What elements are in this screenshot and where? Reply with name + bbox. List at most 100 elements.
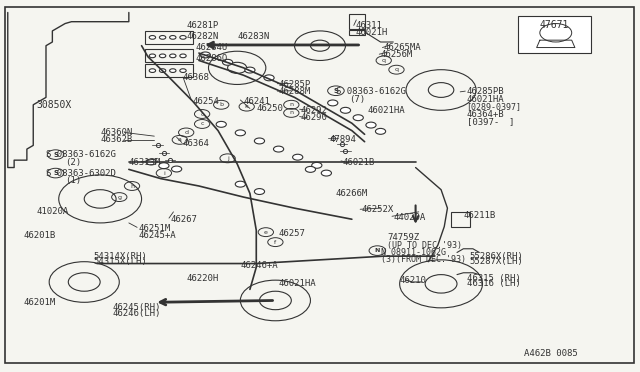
Text: ]: ] [508,117,513,126]
Text: 30850X: 30850X [36,100,72,110]
Text: 46252X: 46252X [362,205,394,215]
Text: 46257: 46257 [278,230,305,238]
Text: 46211B: 46211B [463,211,495,220]
Text: N 08911-1062G: N 08911-1062G [381,248,445,257]
Text: b: b [220,102,223,107]
Circle shape [170,69,176,73]
Circle shape [340,108,351,113]
Text: 46265MA: 46265MA [384,43,421,52]
Text: c: c [200,122,204,126]
Circle shape [273,146,284,152]
Bar [145,31,193,44]
Circle shape [264,75,274,81]
Text: (7): (7) [349,95,365,104]
Circle shape [353,115,364,121]
Text: 46292: 46292 [301,106,328,115]
Bar [451,212,470,227]
Text: j: j [227,156,228,161]
Text: 46316 (LH): 46316 (LH) [467,279,520,288]
Circle shape [216,121,227,127]
Text: f: f [275,240,276,245]
Circle shape [180,36,186,39]
Text: 46311: 46311 [355,21,382,30]
Circle shape [149,54,156,58]
Circle shape [146,159,156,165]
Text: 46313M: 46313M [129,157,161,167]
Circle shape [305,166,316,172]
Text: 46251M: 46251M [138,224,171,233]
Bar [349,14,365,29]
Text: 46288M: 46288M [278,87,311,96]
Circle shape [170,54,176,58]
Circle shape [200,52,211,58]
Circle shape [328,100,338,106]
Text: 46266M: 46266M [336,189,368,198]
Text: (3)(FROM DEC.'93): (3)(FROM DEC.'93) [381,255,465,264]
Circle shape [292,154,303,160]
Text: 46220H: 46220H [186,274,218,283]
Text: 46021HA: 46021HA [467,95,504,104]
Text: a: a [178,137,182,142]
Text: 46246+A: 46246+A [241,261,278,270]
Circle shape [254,138,264,144]
Circle shape [236,181,246,187]
Text: d: d [184,130,188,135]
Text: 46267: 46267 [170,215,197,224]
Text: 54315X(LH): 54315X(LH) [94,257,148,266]
Circle shape [172,166,182,172]
Circle shape [312,162,322,168]
Circle shape [180,54,186,58]
Text: 46246(LH): 46246(LH) [113,309,161,318]
Circle shape [223,60,233,65]
Circle shape [159,69,166,73]
Text: 46290: 46290 [301,113,328,122]
Circle shape [149,36,156,39]
Text: k: k [245,104,248,109]
Text: S: S [53,152,58,158]
Text: 47671: 47671 [540,20,569,31]
Text: h: h [130,183,134,189]
Text: 46364+B: 46364+B [467,109,504,119]
Text: q: q [381,58,386,63]
Circle shape [366,122,376,128]
Text: 46021HA: 46021HA [278,279,316,288]
Text: S 08363-6162G: S 08363-6162G [46,150,116,159]
Text: 46245(RH): 46245(RH) [113,303,161,312]
Text: 46284U: 46284U [196,43,228,52]
Bar [145,49,193,62]
Text: g: g [117,195,121,199]
Text: S 08363-6302D: S 08363-6302D [46,169,116,177]
Text: 46250: 46250 [256,104,283,113]
Text: 46283N: 46283N [237,32,269,41]
Circle shape [180,69,186,73]
Text: 46286Q: 46286Q [196,54,228,63]
Text: A462B 0085: A462B 0085 [524,350,578,359]
Circle shape [149,69,156,73]
Text: n: n [289,102,293,107]
Text: 46315 (RH): 46315 (RH) [467,274,520,283]
Circle shape [236,130,246,136]
Text: 46241: 46241 [244,97,271,106]
Text: 46254: 46254 [193,97,220,106]
Text: 55286X(RH): 55286X(RH) [470,251,524,261]
Text: S: S [53,170,58,176]
Text: 46282N: 46282N [186,32,218,41]
Circle shape [170,36,176,39]
Circle shape [376,128,386,134]
Text: [0397-: [0397- [467,117,499,126]
Text: 54314X(RH): 54314X(RH) [94,251,148,261]
Text: 46362B: 46362B [100,135,132,144]
Text: 44020A: 44020A [394,213,426,222]
Text: 41020A: 41020A [36,207,68,217]
Text: 46021H: 46021H [355,28,387,37]
Text: [0289-0397]: [0289-0397] [467,102,522,111]
Text: n: n [289,110,293,115]
Text: (1): (1) [65,176,81,185]
Text: 46281P: 46281P [186,21,218,30]
Text: S: S [333,88,339,94]
Text: S 08363-6162G: S 08363-6162G [336,87,406,96]
Text: 46285PB: 46285PB [467,87,504,96]
Circle shape [254,189,264,195]
Bar [145,64,193,77]
Text: 46364: 46364 [183,139,210,148]
